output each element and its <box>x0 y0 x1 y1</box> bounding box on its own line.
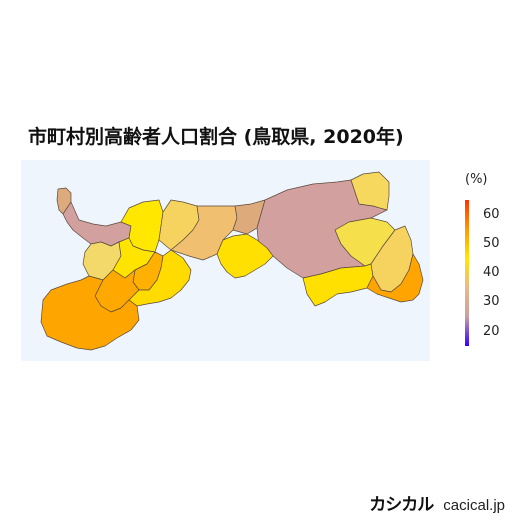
legend-tick: 30 <box>483 294 500 309</box>
legend-tick: 60 <box>483 207 500 222</box>
brand-logo: カシカル <box>369 495 434 515</box>
legend-tick: 50 <box>483 236 500 251</box>
region-19 <box>40 275 140 351</box>
legend-tick: 40 <box>483 265 500 280</box>
choropleth-map <box>40 171 424 351</box>
region-14 <box>216 233 274 279</box>
color-legend: (%) 60 50 40 30 20 <box>455 172 515 352</box>
region-18 <box>128 249 192 307</box>
region-2 <box>62 201 132 247</box>
map-panel <box>21 160 430 361</box>
region-8 <box>350 171 390 211</box>
legend-tick: 20 <box>483 324 500 339</box>
legend-colorbar <box>465 200 469 346</box>
legend-unit: (%) <box>465 172 488 187</box>
brand-url[interactable]: cacical.jp <box>443 497 505 514</box>
region-17 <box>366 253 424 303</box>
map-title: 市町村別高齢者人口割合 (鳥取県, 2020年) <box>28 126 404 148</box>
brand-footer: カシカル cacical.jp <box>369 490 505 515</box>
